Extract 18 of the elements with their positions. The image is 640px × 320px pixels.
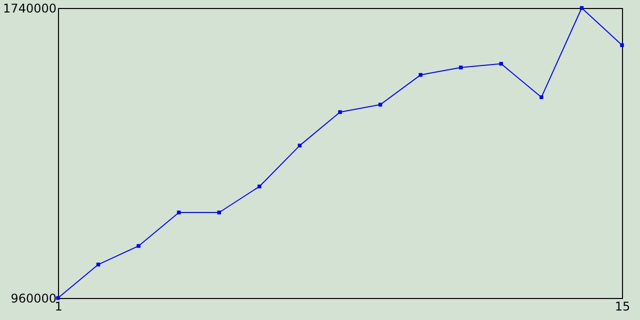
point: [418, 73, 422, 77]
point: [338, 110, 342, 114]
y-tick-label: 1740000: [3, 2, 56, 16]
y-tick-label: 960000: [10, 292, 56, 306]
x-tick-label: 1: [54, 300, 62, 314]
x-tick-label: 15: [614, 300, 630, 314]
point: [217, 210, 222, 214]
point: [96, 262, 100, 266]
point: [258, 184, 262, 188]
point: [176, 210, 181, 214]
line-series: [56, 6, 624, 300]
point: [540, 95, 544, 100]
point: [620, 43, 624, 48]
point: [136, 244, 140, 248]
point: [458, 66, 463, 70]
point: [298, 144, 302, 148]
point: [56, 296, 60, 300]
point: [580, 6, 584, 10]
